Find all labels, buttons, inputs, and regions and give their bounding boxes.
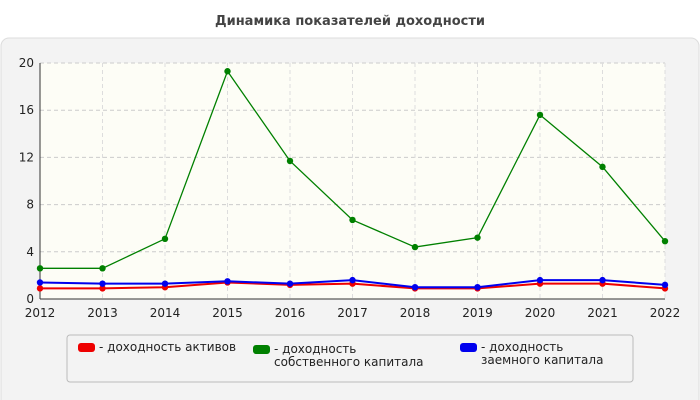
- legend-swatch: [460, 343, 477, 352]
- point: [536, 111, 544, 119]
- point: [411, 284, 419, 291]
- point: [661, 237, 669, 245]
- point: [161, 235, 169, 243]
- point: [286, 280, 294, 287]
- legend-item: - доходность активов: [78, 341, 238, 354]
- point: [36, 265, 44, 272]
- legend-box: [66, 334, 634, 383]
- y-tick-label: 8: [26, 198, 34, 212]
- x-tick-label: 2019: [462, 306, 493, 320]
- legend-label: - доходность заемного капитала: [481, 340, 604, 367]
- chart-title: Динамика показателей доходности: [215, 14, 485, 29]
- point: [99, 280, 106, 287]
- point: [661, 281, 669, 289]
- y-tick-label: 20: [19, 56, 34, 70]
- legend-item: - доходность заемного капитала: [460, 341, 625, 367]
- x-tick-label: 2022: [650, 306, 681, 320]
- legend-label: - доходность собственного капитала: [274, 342, 424, 369]
- legend-swatch: [78, 343, 95, 352]
- point: [286, 157, 294, 165]
- point: [36, 279, 44, 286]
- point: [474, 284, 481, 291]
- point: [349, 216, 356, 224]
- point: [599, 276, 606, 284]
- x-tick-label: 2012: [25, 306, 56, 320]
- point: [474, 234, 481, 241]
- y-tick-label: 16: [19, 103, 34, 117]
- y-tick-label: 4: [26, 245, 34, 259]
- point: [36, 285, 44, 292]
- x-tick-label: 2013: [87, 306, 118, 320]
- x-tick-label: 2021: [587, 306, 618, 320]
- legend-swatch: [253, 345, 270, 354]
- x-tick-label: 2015: [212, 306, 243, 320]
- point: [161, 280, 169, 287]
- point: [224, 278, 231, 285]
- legend-item: - доходность собственного капитала: [253, 343, 443, 369]
- point: [349, 276, 356, 284]
- x-tick-label: 2018: [400, 306, 431, 320]
- point: [536, 276, 544, 284]
- point: [99, 285, 106, 292]
- y-tick-label: 0: [26, 292, 34, 306]
- x-tick-label: 2020: [525, 306, 556, 320]
- y-tick-label: 12: [19, 150, 34, 164]
- point: [224, 68, 231, 75]
- legend-label: - доходность активов: [99, 340, 237, 354]
- point: [599, 163, 606, 171]
- x-tick-label: 2017: [337, 306, 368, 320]
- x-tick-label: 2016: [275, 306, 306, 320]
- point: [99, 265, 106, 272]
- x-tick-label: 2014: [150, 306, 181, 320]
- point: [411, 243, 419, 251]
